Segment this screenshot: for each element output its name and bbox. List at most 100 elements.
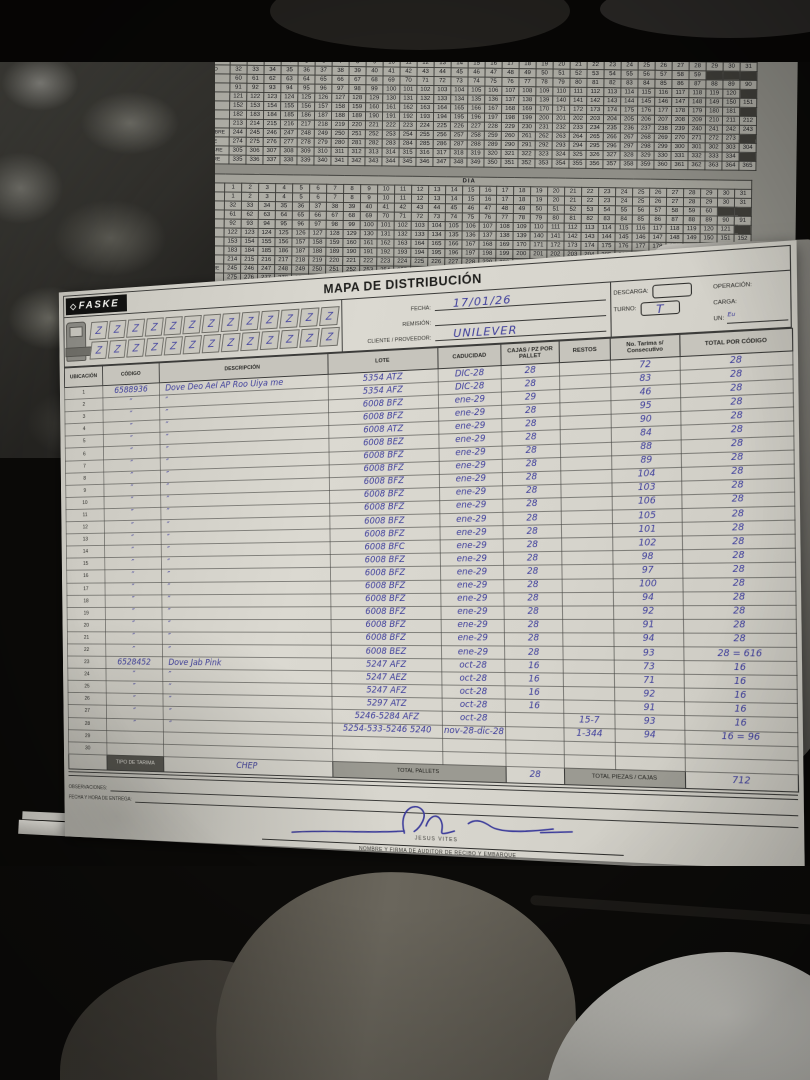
cell-restos (560, 482, 613, 498)
cal-day-value: 163 (393, 239, 412, 249)
cal-day-value: 27 (672, 61, 690, 71)
cal-day-value: 155 (257, 237, 276, 247)
cal-day-number: 3 (258, 183, 276, 193)
cal-day-value: 42 (400, 67, 418, 77)
cal-day-value: 194 (410, 248, 428, 258)
cal-day-value: 311 (331, 147, 349, 157)
pallet-cell-mark: Z (107, 319, 127, 339)
cal-day-value: 346 (415, 157, 434, 167)
cal-day-number: 31 (734, 189, 752, 199)
cal-day-value: 176 (614, 241, 632, 251)
cal-day-value: 172 (546, 240, 564, 251)
cell-cad: ene-29 (439, 512, 504, 527)
cell-cad: ene-29 (439, 499, 503, 514)
cal-day-value: 218 (314, 120, 332, 130)
cal-day-value: 123 (263, 92, 281, 102)
total-piezas-value: 712 (685, 771, 799, 792)
pallet-cell-mark: Z (299, 307, 320, 328)
cal-day-value: 38 (332, 66, 350, 76)
cal-day-value: 221 (365, 120, 383, 130)
cal-day-number: 2 (241, 183, 259, 193)
cell-n: 24 (67, 668, 107, 681)
cal-day-value: 205 (620, 114, 638, 125)
cal-day-value: 213 (229, 119, 247, 129)
cal-day-value: 60 (229, 74, 248, 84)
cal-day-value: 260 (501, 131, 519, 141)
cal-day-value: 28 (683, 197, 701, 207)
cal-day-value: 122 (224, 227, 242, 238)
table-row: 19 ″ ″ 6008 BFZ ene-29 28 92 28 (67, 604, 797, 620)
cal-day-value: 115 (615, 223, 633, 233)
pallet-cell-mark: Z (107, 339, 127, 359)
cal-day-value: 68 (365, 75, 384, 85)
cal-day-value: 105 (445, 221, 463, 231)
cal-day-value: 214 (223, 254, 241, 265)
cal-day-value: 88 (705, 79, 723, 90)
cal-day-value: 312 (348, 147, 366, 157)
cal-day-value: 228 (484, 122, 502, 132)
cal-day-value: 246 (240, 264, 258, 274)
cal-day-value: 89 (700, 215, 718, 226)
cal-day-value: 222 (359, 256, 377, 266)
cal-day-value: 95 (297, 83, 315, 94)
total-piezas-label: TOTAL PIEZAS / CAJAS (564, 767, 686, 789)
cal-day-value: 274 (229, 137, 247, 147)
cal-day-value: 124 (258, 228, 276, 238)
cal-day-value: 67 (326, 211, 344, 221)
cal-day-value: 43 (411, 203, 429, 213)
cell-n: 23 (67, 656, 106, 669)
pallet-cell-mark: Z (259, 309, 280, 330)
cal-day-value: 232 (552, 122, 570, 133)
cal-day-value: 125 (297, 92, 315, 103)
cal-day-value: 59 (688, 70, 707, 80)
cell-cajas: 16 (505, 686, 564, 701)
cal-day-value: 199 (495, 249, 513, 259)
cell-cad: ene-29 (441, 632, 505, 646)
cell-cajas (505, 726, 565, 741)
cal-day-value: 100 (382, 84, 400, 95)
pallet-cell-mark: Z (259, 330, 280, 351)
cal-day-value: 152 (229, 101, 247, 111)
cal-day-number: 20 (547, 186, 565, 197)
cal-day-value: 114 (620, 87, 638, 98)
cal-day-value: 169 (518, 104, 536, 114)
cal-day-number: 24 (615, 187, 633, 197)
cal-day-value: 331 (670, 151, 689, 161)
cal-day-value: 70 (377, 211, 395, 222)
cal-day-value: 325 (568, 150, 587, 160)
cal-day-number: 4 (275, 183, 293, 193)
cal-day-value: 32 (230, 65, 248, 75)
descarga-checkbox (652, 281, 693, 299)
cal-day-value: 85 (654, 79, 672, 89)
cal-day-value: 158 (331, 102, 349, 112)
cal-day-value: 209 (688, 115, 706, 125)
tipo-tarima-label: TIPO DE TARIMA (106, 754, 164, 772)
cal-day-value: 181 (722, 107, 740, 117)
cal-day-value: 87 (666, 215, 684, 225)
cal-day-value: 276 (263, 137, 281, 147)
pallet-cell-mark: Z (279, 329, 300, 349)
cal-day-value: 119 (705, 88, 723, 99)
cal-day-value: 190 (342, 247, 360, 257)
cal-day-value: 95 (275, 219, 293, 229)
cell-n: 11 (65, 508, 105, 522)
cal-day-value: 166 (444, 239, 463, 249)
cal-day-value: 202 (569, 114, 587, 124)
cal-day-value: 120 (722, 89, 740, 99)
cal-day-number: 19 (530, 186, 548, 196)
cal-day-value: 144 (597, 232, 616, 242)
cal-day-value: 170 (535, 104, 553, 114)
faske-logo: ◇ FASKE (65, 294, 127, 316)
cal-day-value: 79 (552, 77, 570, 88)
cal-day-value: 160 (342, 238, 361, 248)
cal-day-value: 196 (444, 248, 462, 258)
cal-day-value: 85 (632, 214, 650, 225)
cal-day-value: 56 (637, 70, 656, 80)
cell-n: 29 (68, 729, 107, 743)
cal-day-value: 29 (706, 61, 724, 72)
cal-day-value: 1 (224, 191, 242, 202)
cell-codigo: ″ (105, 631, 163, 645)
cal-day-value: 136 (462, 230, 480, 241)
cal-day-value: 356 (585, 159, 603, 169)
cal-day-value: 171 (552, 104, 570, 115)
